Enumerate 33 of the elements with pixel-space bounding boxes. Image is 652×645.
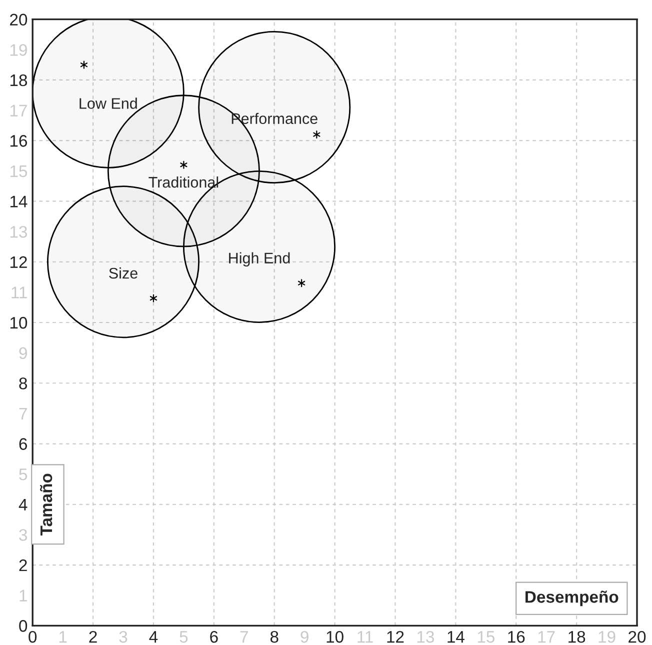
x-tick-label: 4 (149, 631, 158, 643)
x-tick-label: 14 (448, 631, 464, 643)
y-tick-label: 8 (19, 378, 28, 390)
x-tick-label: 8 (270, 630, 278, 643)
series-label: Traditional (148, 176, 218, 188)
point (313, 130, 320, 139)
y-tick-label: 2 (19, 559, 27, 572)
y-tick-label: 20 (10, 14, 28, 26)
point (180, 160, 188, 169)
x-tick-label: 6 (210, 630, 218, 643)
point (298, 279, 306, 288)
y-tick-label: 6 (19, 438, 28, 450)
x-tick-label: 20 (628, 630, 646, 643)
point (80, 60, 88, 69)
y-tick-label: 18 (10, 74, 28, 86)
y-axis-title: Tamaño (40, 474, 52, 536)
y-tick-label: 0 (19, 620, 28, 632)
series-label: High End (229, 252, 290, 267)
series-label: Size (109, 267, 138, 279)
x-tick-label: 16 (508, 630, 525, 643)
x-tick-label: 10 (326, 630, 344, 643)
x-axis-title: Desempeño (526, 590, 618, 606)
point (150, 294, 158, 302)
y-tick-label: 14 (10, 196, 28, 208)
x-tick-label: 12 (387, 630, 404, 643)
x-tick-label: 2 (89, 630, 97, 643)
series-label: Low End (80, 98, 137, 109)
x-tick-label: 0 (28, 630, 37, 643)
x-tick-label: 18 (568, 630, 586, 643)
y-tick-label: 10 (10, 316, 28, 329)
y-tick-label: 4 (18, 498, 28, 510)
y-tick-label: 12 (10, 256, 27, 268)
y-tick-label: 16 (10, 135, 28, 147)
